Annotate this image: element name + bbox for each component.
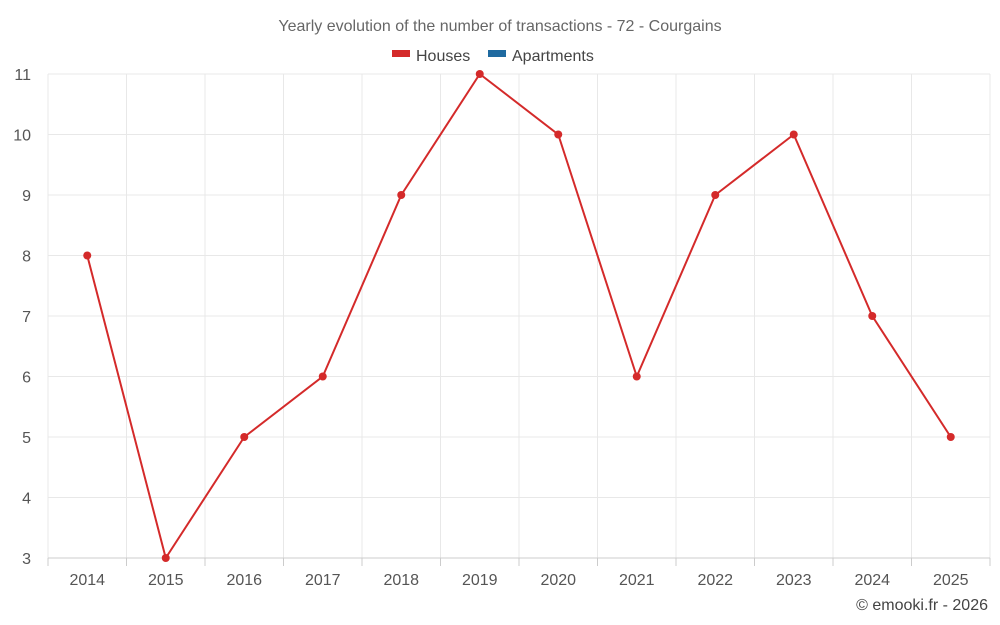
legend-label: Houses [416,48,470,65]
series-layer [83,70,955,562]
legend-item-houses[interactable]: Houses [392,48,470,65]
x-tick-label: 2025 [933,572,969,589]
y-tick-label: 4 [22,491,31,508]
data-point-houses-2015[interactable] [161,554,170,562]
y-tick-label: 5 [22,430,31,447]
y-tick-label: 7 [22,309,31,326]
data-point-houses-2023[interactable] [789,130,798,139]
y-tick-label: 3 [22,551,31,568]
data-point-houses-2025[interactable] [946,433,955,441]
x-tick-label: 2022 [697,572,733,589]
grid [47,73,991,558]
y-tick-label: 8 [22,249,31,266]
data-point-houses-2017[interactable] [318,372,327,381]
x-tick-label: 2015 [148,572,184,589]
x-tick-label: 2016 [226,572,262,589]
data-point-houses-2019[interactable] [475,70,484,78]
chart-title: Yearly evolution of the number of transa… [278,18,721,35]
x-tick-label: 2014 [69,572,105,589]
y-tick-label: 6 [22,370,31,387]
x-tick-label: 2024 [854,572,890,589]
legend-label: Apartments [512,48,594,65]
y-tick-label: 10 [13,128,31,145]
series-line-houses [86,73,952,559]
x-tick-label: 2021 [619,572,655,589]
data-point-houses-2024[interactable] [868,312,877,320]
data-point-houses-2020[interactable] [554,130,563,139]
x-tick-label: 2017 [305,572,341,589]
data-point-houses-2016[interactable] [240,433,249,441]
legend-item-apartments[interactable]: Apartments [488,48,594,65]
x-tick-label: 2019 [462,572,498,589]
legend-swatch [488,50,506,57]
x-tick-label: 2018 [383,572,419,589]
legend-swatch [392,50,410,57]
data-point-houses-2014[interactable] [83,251,92,260]
x-tick-label: 2023 [776,572,812,589]
credit-label: © emooki.fr - 2026 [856,597,988,614]
y-tick-label: 11 [14,67,31,84]
x-tick-label: 2020 [540,572,576,589]
data-point-houses-2022[interactable] [711,191,720,199]
data-point-houses-2018[interactable] [397,191,406,199]
y-tick-label: 9 [22,188,31,205]
axes: 3 4 5 6 7 8 9 10 11 2014 2015 2016 2017 2018 2019 2020 2… [13,67,991,589]
legend: Houses Apartments [392,48,594,65]
data-point-houses-2021[interactable] [632,372,641,381]
